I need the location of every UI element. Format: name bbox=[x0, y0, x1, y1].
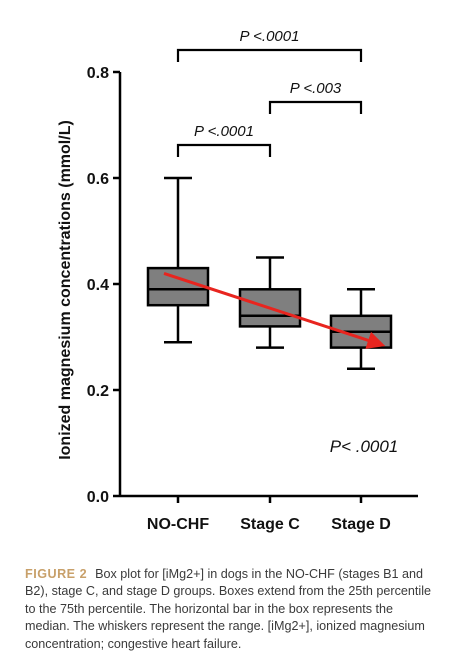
y-tick-label: 0.4 bbox=[87, 277, 109, 294]
bracket-line bbox=[176, 143, 272, 157]
comparison-bracket: P <.0001 bbox=[176, 28, 363, 62]
comparison-bracket: P <.003 bbox=[268, 80, 363, 114]
comparison-p-value: P <.0001 bbox=[240, 28, 300, 45]
overall-p-value: P< .0001 bbox=[330, 437, 399, 456]
boxes bbox=[146, 176, 393, 371]
figure-caption: FIGURE 2 Box plot for [iMg2+] in dogs in … bbox=[25, 566, 440, 653]
trend-arrow bbox=[163, 271, 386, 349]
y-axis: 0.0 0.2 0.4 0.6 0.8 bbox=[87, 65, 122, 506]
trend-arrow-line bbox=[163, 271, 386, 349]
x-axis: NO-CHF Stage C Stage D bbox=[120, 494, 418, 533]
bracket-line bbox=[268, 100, 363, 114]
y-tick-label: 0.2 bbox=[87, 383, 109, 400]
comparison-p-value: P <.0001 bbox=[194, 123, 254, 140]
caption-text: Box plot for [iMg2+] in dogs in the NO-C… bbox=[25, 567, 432, 651]
x-tick-label: Stage C bbox=[240, 516, 300, 533]
box-no-chf bbox=[146, 176, 210, 344]
box-plot-chart: Ionized magnesium concentrations (mmol/L… bbox=[57, 28, 418, 533]
comparison-bracket: P <.0001 bbox=[176, 123, 272, 157]
comparison-p-value: P <.003 bbox=[290, 80, 342, 97]
y-tick-label: 0.8 bbox=[87, 65, 109, 82]
x-tick-label: NO-CHF bbox=[147, 516, 209, 533]
figure-label: FIGURE 2 bbox=[25, 567, 88, 581]
box-stage-d bbox=[329, 288, 393, 371]
x-tick-label: Stage D bbox=[331, 516, 391, 533]
y-tick-label: 0.6 bbox=[87, 171, 109, 188]
iqr-box bbox=[146, 266, 210, 307]
y-axis-label: Ionized magnesium concentrations (mmol/L… bbox=[57, 120, 74, 460]
bracket-line bbox=[176, 48, 363, 62]
significance-brackets: P <.0001 P <.003 P <.0001 bbox=[176, 28, 363, 157]
y-tick-label: 0.0 bbox=[87, 489, 109, 506]
